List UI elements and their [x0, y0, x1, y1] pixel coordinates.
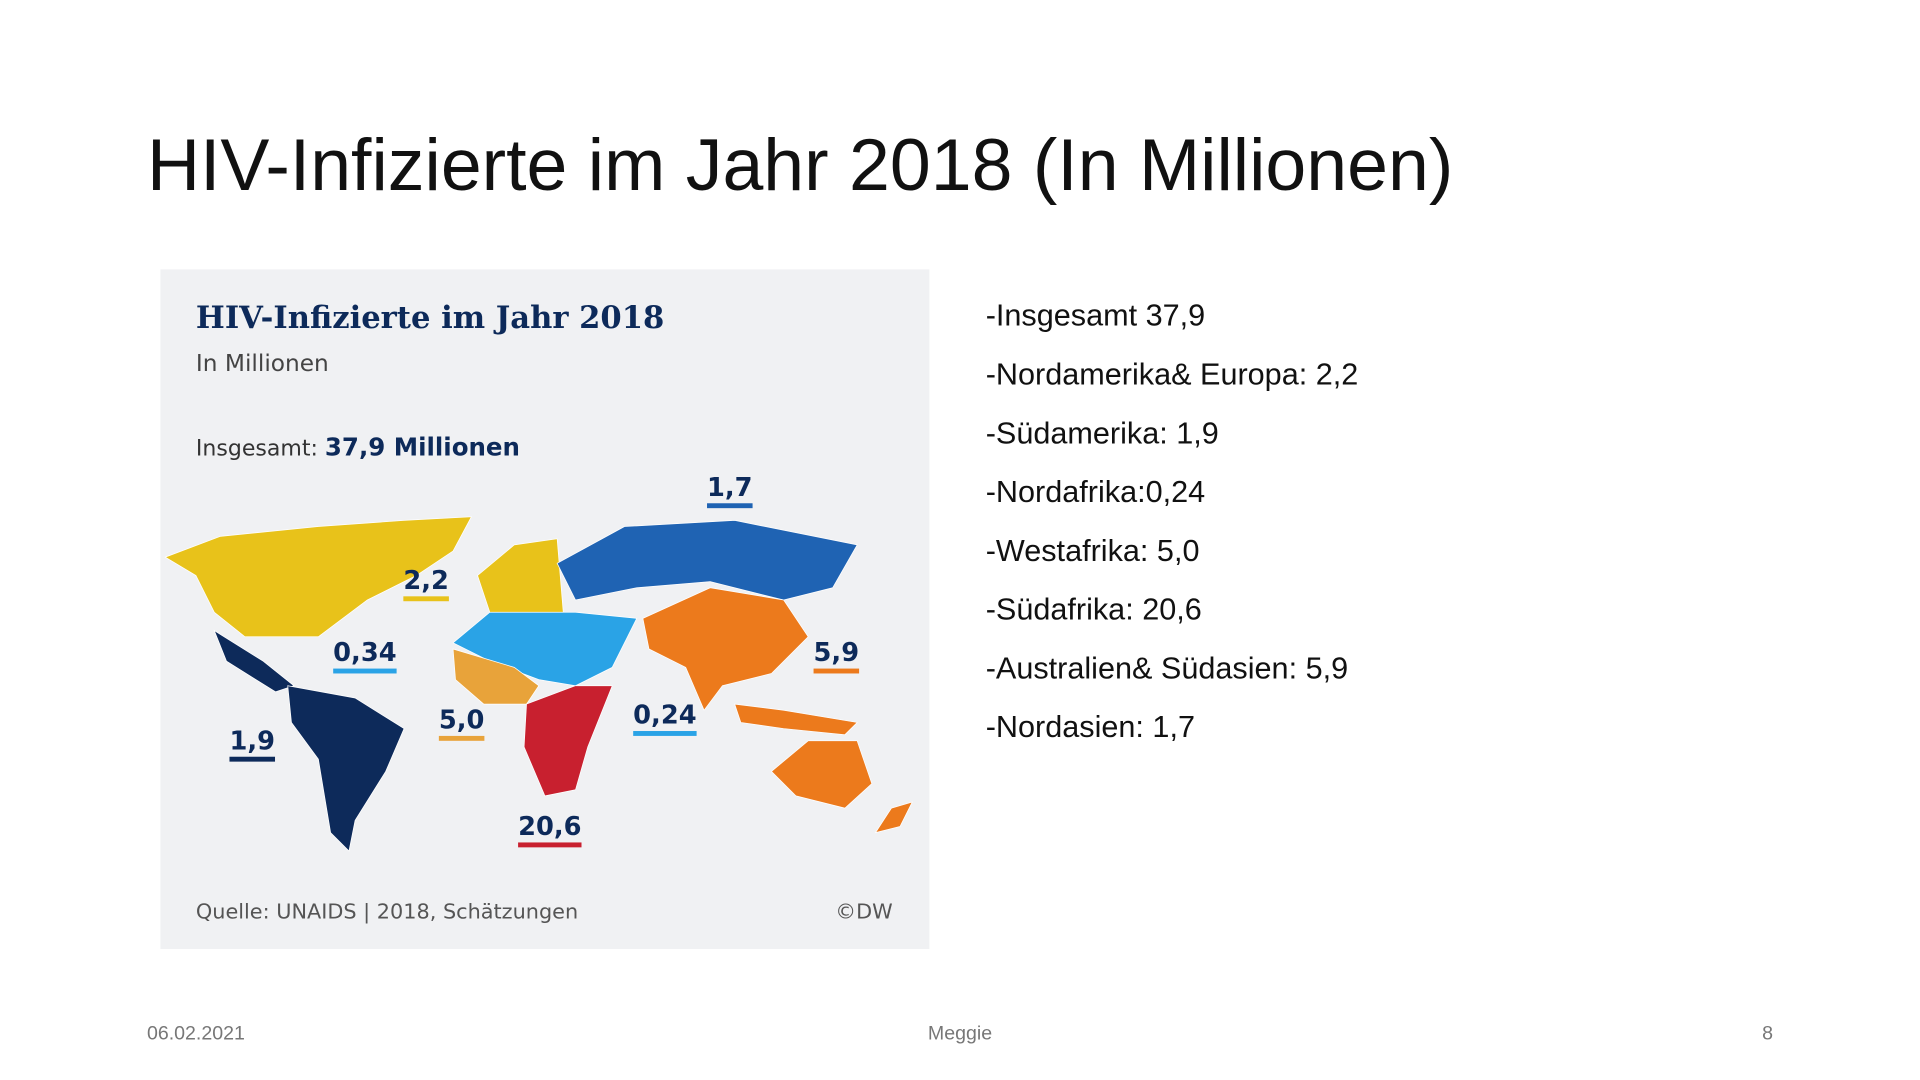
region-label: 2,2: [403, 566, 449, 596]
region-underline: [518, 842, 582, 848]
region-underline: [813, 668, 860, 674]
bullet-list: -Insgesamt 37,9 -Nordamerika& Europa: 2,2…: [986, 299, 1359, 744]
source: Quelle: UNAIDS | 2018, Schätzungen: [196, 899, 578, 924]
north-asia: [556, 520, 858, 601]
bullet: -Insgesamt 37,9: [986, 299, 1205, 333]
australia: [770, 740, 873, 809]
bullet: -Südafrika: 20,6: [986, 593, 1202, 627]
region-underline: [707, 503, 753, 509]
total-value: 37,9 Millionen: [325, 433, 520, 462]
region-underline: [403, 596, 449, 602]
bullet: -Nordasien: 1,7: [986, 710, 1195, 744]
slide-title: HIV-Infizierte im Jahr 2018 (In Millione…: [147, 123, 1453, 206]
credit: ©DW: [835, 899, 892, 923]
footer-page: 8: [1762, 1023, 1773, 1045]
new-zealand: [874, 801, 913, 834]
bullet: -Nordamerika& Europa: 2,2: [986, 357, 1359, 391]
region-label: 0,34: [333, 638, 396, 668]
islands: [734, 703, 858, 736]
map-title: HIV-Infizierte im Jahr 2018: [196, 300, 664, 336]
south-asia: [642, 587, 809, 711]
region-label: 1,7: [707, 473, 753, 503]
footer-date: 06.02.2021: [147, 1023, 245, 1045]
bullet: -Australien& Südasien: 5,9: [986, 651, 1348, 685]
region-label: 20,6: [518, 812, 581, 842]
region-label: 0,24: [633, 701, 696, 731]
region-underline: [229, 756, 276, 762]
region-label: 5,0: [439, 706, 485, 736]
region-underline: [438, 735, 485, 741]
footer-author: Meggie: [928, 1023, 992, 1045]
south-africa: [523, 685, 613, 797]
map-panel: HIV-Infizierte im Jahr 2018 In Millionen…: [160, 269, 930, 949]
region-underline: [333, 668, 397, 674]
region-label: 5,9: [814, 638, 860, 668]
bullet: -Nordafrika:0,24: [986, 475, 1205, 509]
bullet: -Südamerika: 1,9: [986, 416, 1219, 450]
total-label: Insgesamt:: [196, 437, 318, 462]
region-label: 1,9: [229, 726, 275, 756]
map-labels: 1,7 2,2 0,34 5,9 1,9 5,0 0,24 20,6: [229, 473, 860, 848]
south-america: [287, 685, 405, 852]
north-america: [164, 516, 473, 638]
world-map: [164, 516, 913, 852]
bullet: -Westafrika: 5,0: [986, 534, 1200, 568]
map-subtitle: In Millionen: [196, 350, 329, 377]
region-underline: [633, 731, 697, 736]
central-america: [213, 629, 295, 693]
total: Insgesamt: 37,9 Millionen: [196, 433, 520, 462]
